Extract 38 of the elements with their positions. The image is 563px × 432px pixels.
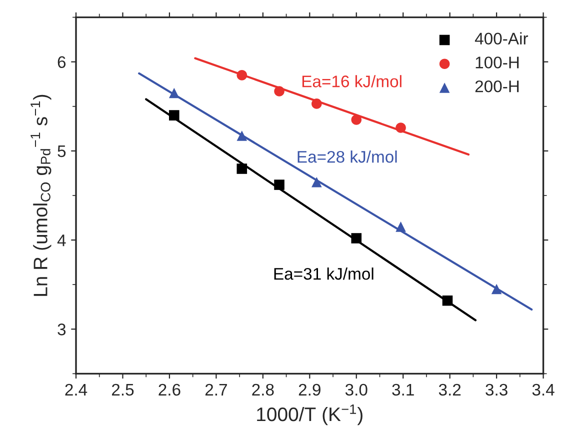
y-axis-title: Ln R (umol$_{CO}$ g$_{Pd}$$^{−1}$ s$^{−1}$) [30,94,52,296]
point [168,110,180,120]
y-tick-label: 5 [58,146,66,158]
annotation: Ea=28 kJ/mol [298,150,397,163]
point [236,130,248,141]
point [351,114,362,125]
x-tick-label: 3.3 [486,384,508,396]
legend-label: 200-H [475,80,519,92]
point [168,88,180,98]
x-axis-title: 1000/T (K$^{−1}$) [257,404,362,426]
x-tick-label: 3.1 [392,384,414,396]
point [236,164,248,174]
point [274,180,284,190]
legend-label: 100-H [476,56,519,68]
x-tick-label: 3.0 [345,384,368,396]
x-tick-label: 2.5 [112,384,134,396]
point [236,70,248,80]
x-tick-label: 2.8 [252,384,274,396]
x-tick-label: 2.7 [205,384,227,396]
x-tick-label: 3.4 [532,384,554,396]
annotation: Ea=16 kJ/mol [302,75,402,88]
y-tick-label: 3 [58,324,66,336]
y-tick-label: 4 [57,234,66,246]
annotation: Ea=31 kJ/mol [274,268,374,280]
point [491,284,502,294]
point [351,233,362,244]
point [274,86,284,96]
point [442,295,453,306]
y-tick-label: 6 [58,56,66,68]
point [312,176,322,188]
point [396,222,406,232]
x-tick-label: 2.4 [65,384,88,396]
legend-label: 400-Air [474,32,528,45]
point [396,122,406,133]
x-tick-label: 2.9 [298,384,320,396]
x-tick-label: 3.2 [438,384,461,396]
x-tick-label: 2.6 [158,384,180,396]
point [312,98,322,109]
